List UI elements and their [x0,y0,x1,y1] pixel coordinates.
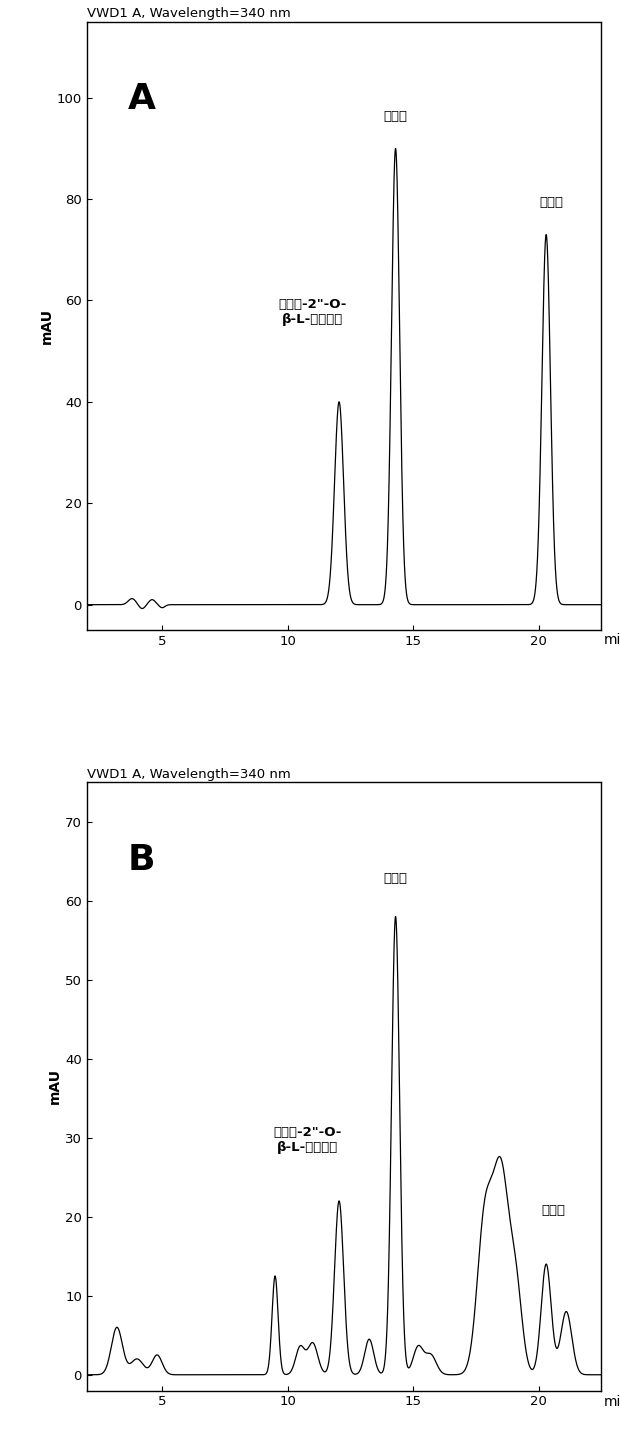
Text: VWD1 A, Wavelength=340 nm: VWD1 A, Wavelength=340 nm [87,768,291,781]
Text: 牡荆苷: 牡荆苷 [542,1203,565,1216]
Text: B: B [128,843,156,878]
Text: min: min [604,1395,620,1408]
Y-axis label: mAU: mAU [40,308,54,344]
Text: 茌草素-2"-O-
β-L-半乳糖苷: 茌草素-2"-O- β-L-半乳糖苷 [273,1125,342,1153]
Text: 茌草素-2"-O-
β-L-半乳糖苷: 茌草素-2"-O- β-L-半乳糖苷 [278,298,347,326]
Text: 牡荆苷: 牡荆苷 [539,196,563,209]
Y-axis label: mAU: mAU [48,1068,62,1104]
Text: 茌草苷: 茌草苷 [384,872,407,885]
Text: VWD1 A, Wavelength=340 nm: VWD1 A, Wavelength=340 nm [87,7,291,20]
Text: A: A [128,82,156,117]
Text: min: min [604,633,620,647]
Text: 茌草苷: 茌草苷 [384,110,407,122]
